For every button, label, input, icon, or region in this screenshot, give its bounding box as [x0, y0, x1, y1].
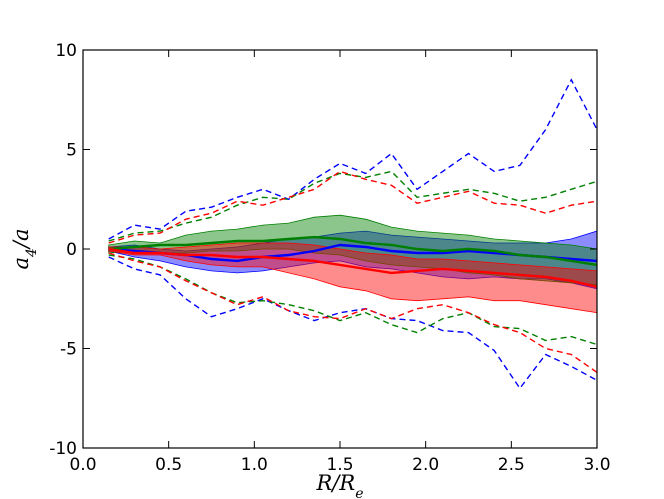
blue-dashed-upper-line: [108, 78, 598, 240]
x-axis-label: R/Re: [316, 471, 364, 499]
x-tick-label: 1.0: [241, 455, 268, 475]
dashed-envelopes: [108, 78, 598, 390]
x-tick-label: 1.5: [326, 455, 353, 475]
y-tick-label: 5: [66, 141, 77, 161]
green-dashed-upper-line: [108, 170, 598, 242]
green-median-line: [108, 235, 598, 267]
x-tick-label: 0.0: [69, 455, 96, 475]
y-tick-label: -5: [60, 340, 77, 360]
y-tick-label: 10: [55, 41, 77, 61]
blue-dashed-lower-line: [108, 256, 598, 390]
x-tick-label: 2.0: [412, 455, 439, 475]
y-tick-label: -10: [49, 439, 77, 459]
x-tick-label: 2.5: [498, 455, 525, 475]
median-lines: [108, 235, 598, 288]
x-tick-label: 0.5: [155, 455, 182, 475]
green-dashed-lower-line: [108, 254, 598, 346]
y-tick-label: 0: [66, 240, 77, 260]
red-dashed-lower-line: [108, 252, 598, 373]
confidence-bands: [108, 214, 598, 314]
axis-ticks: 0.0 0.5 1.0 1.5 2.0 2.5 3.0 -10 -5 0 5 10: [49, 41, 610, 475]
x-tick-label: 3.0: [583, 455, 610, 475]
red-median-line: [108, 247, 598, 288]
red-dashed-upper-line: [108, 170, 598, 244]
y-axis-label: a4/a: [9, 228, 40, 269]
